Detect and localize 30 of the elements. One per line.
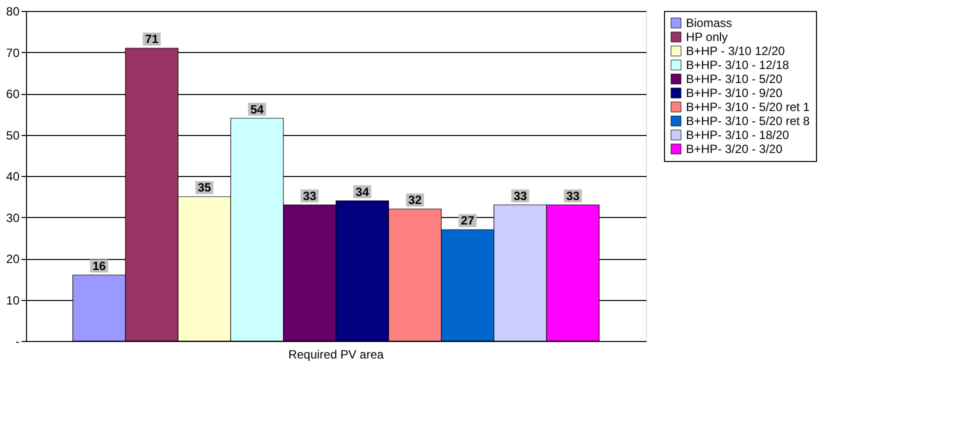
- legend-label: B+HP- 3/10 - 5/20 ret 8: [686, 114, 810, 128]
- data-label: 34: [356, 184, 370, 199]
- legend-label: B+HP - 3/10 12/20: [686, 44, 786, 58]
- data-label: 54: [250, 102, 264, 116]
- y-tick-label: 10: [6, 293, 20, 308]
- legend-label: B+HP- 3/10 - 12/18: [686, 58, 790, 72]
- data-label: 33: [514, 188, 528, 203]
- legend-label: B+HP- 3/10 - 5/20 ret 1: [686, 100, 810, 114]
- legend-label: B+HP- 3/10 - 18/20: [686, 128, 790, 142]
- data-label: 35: [198, 180, 212, 195]
- legend-label: B+HP- 3/10 - 5/20: [686, 72, 783, 86]
- legend-label: HP only: [686, 30, 728, 44]
- data-label: 33: [303, 188, 317, 203]
- y-tick-label: 30: [6, 210, 20, 225]
- y-tick-label: 70: [6, 46, 20, 60]
- legend-label: B+HP- 3/10 - 9/20: [686, 86, 783, 100]
- x-tick-label: Required PV area: [288, 348, 384, 362]
- y-tick-label: 60: [6, 87, 20, 101]
- data-label: 32: [408, 193, 422, 207]
- y-tick-label: 80: [6, 4, 20, 18]
- data-label: 16: [92, 259, 106, 273]
- data-label: 71: [145, 32, 159, 46]
- data-label: 33: [566, 188, 580, 203]
- legend-label: B+HP- 3/20 - 3/20: [686, 142, 783, 156]
- y-tick-label: -: [16, 334, 20, 348]
- y-tick-label: 20: [6, 252, 20, 266]
- data-label: 27: [460, 214, 475, 228]
- y-tick-label: 40: [6, 170, 20, 184]
- y-tick-label: 50: [6, 128, 20, 142]
- legend-label: Biomass: [686, 16, 732, 30]
